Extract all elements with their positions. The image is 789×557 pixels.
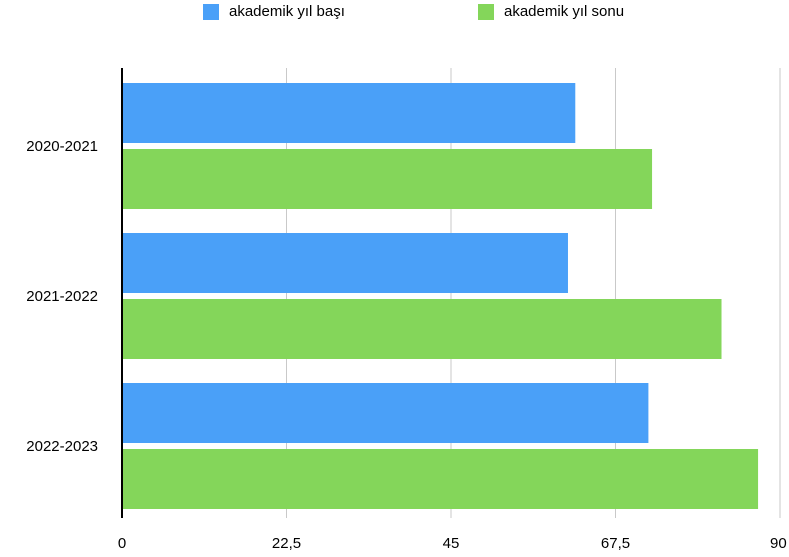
legend: akademik yıl başı akademik yıl sonu [0,3,789,25]
category-label: 2021-2022 [26,288,98,305]
x-tick-label: 67,5 [601,535,630,552]
bar-2021-2022-series-2 [122,299,722,359]
legend-label-series-2: akademik yıl sonu [504,3,625,20]
bar-2022-2023-series-1 [122,383,649,443]
legend-swatch-green [478,3,494,20]
legend-item-series-2: akademik yıl sonu [478,3,624,20]
bar-2022-2023-series-2 [122,449,759,509]
legend-item-series-1: akademik yıl başı [203,3,345,20]
bar-2020-2021-series-2 [122,149,653,209]
x-tick-label: 0 [118,535,126,552]
x-tick-label: 90 [770,535,787,552]
bar-2021-2022-series-1 [122,233,568,293]
legend-label-series-1: akademik yıl başı [229,3,345,20]
x-tick-label: 45 [443,535,460,552]
legend-swatch-blue [203,3,219,20]
category-label: 2022-2023 [26,438,98,455]
x-tick-label: 22,5 [272,535,301,552]
bar-2020-2021-series-1 [122,83,576,143]
category-label: 2020-2021 [26,138,98,155]
